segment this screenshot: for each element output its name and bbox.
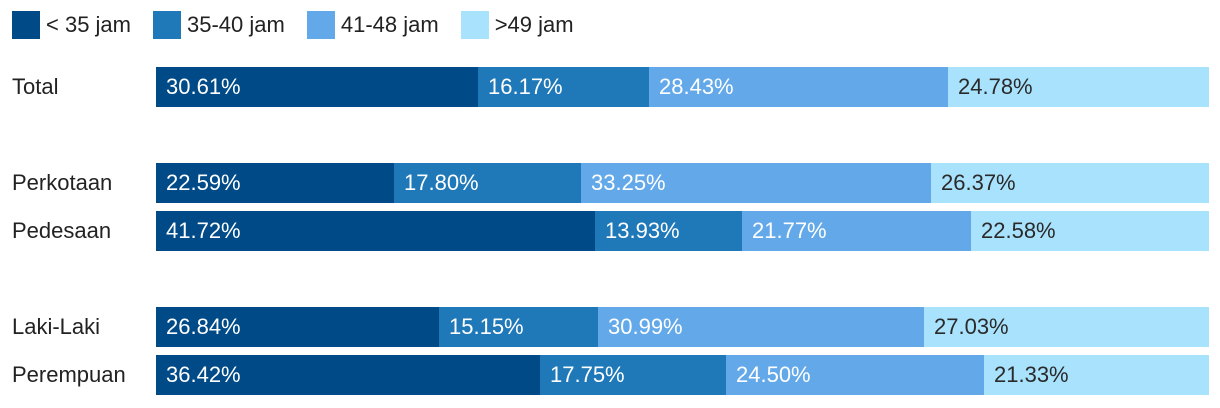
data-label-perempuan-4: 21.33% [994, 362, 1069, 387]
data-label-pedesaan-1: 41.72% [166, 218, 241, 243]
bar-segment-laki-laki-3: 30.99% [598, 307, 924, 347]
legend-item-3: 41-48 jam [306, 11, 439, 39]
data-label-perempuan-3: 24.50% [736, 362, 811, 387]
legend-item-1: < 35 jam [12, 11, 131, 39]
bar-segment-perempuan-4: 21.33% [984, 355, 1209, 395]
legend-label-2: 35-40 jam [187, 12, 285, 37]
bar-segment-laki-laki-4: 27.03% [924, 307, 1209, 347]
bar-segment-laki-laki-2: 15.15% [439, 307, 598, 347]
bar-segment-perkotaan-4: 26.37% [931, 163, 1209, 203]
bar-segment-perkotaan-2: 17.80% [394, 163, 581, 203]
bar-segment-total-4: 24.78% [948, 67, 1209, 107]
row-label-perkotaan: Perkotaan [12, 170, 113, 195]
data-label-perkotaan-3: 33.25% [591, 170, 666, 195]
data-label-perkotaan-1: 22.59% [166, 170, 241, 195]
data-label-total-3: 28.43% [659, 74, 734, 99]
bar-segment-total-2: 16.17% [478, 67, 649, 107]
bar-segment-perkotaan-1: 22.59% [156, 163, 394, 203]
bar-segment-laki-laki-1: 26.84% [156, 307, 439, 347]
data-label-pedesaan-4: 22.58% [981, 218, 1056, 243]
data-label-total-1: 30.61% [166, 74, 241, 99]
legend-swatch-3 [306, 11, 335, 39]
data-label-total-4: 24.78% [958, 74, 1033, 99]
data-label-laki-laki-3: 30.99% [608, 314, 683, 339]
data-label-total-2: 16.17% [488, 74, 563, 99]
bar-segment-pedesaan-1: 41.72% [156, 211, 595, 251]
data-label-perkotaan-4: 26.37% [941, 170, 1016, 195]
legend-label-3: 41-48 jam [340, 12, 439, 37]
row-label-total: Total [12, 74, 59, 99]
bar-segment-total-3: 28.43% [649, 67, 948, 107]
legend-swatch-1 [12, 11, 40, 39]
bar-segment-pedesaan-2: 13.93% [595, 211, 742, 251]
legend-swatch-4 [460, 11, 489, 39]
bar-segment-perempuan-2: 17.75% [540, 355, 726, 395]
bar-row-pedesaan: 41.72% 13.93% 21.77% 22.58% [156, 211, 1209, 251]
data-label-pedesaan-2: 13.93% [605, 218, 680, 243]
data-label-pedesaan-3: 21.77% [752, 218, 827, 243]
data-label-laki-laki-2: 15.15% [449, 314, 524, 339]
row-label-perempuan: Perempuan [12, 362, 126, 387]
legend-item-4: >49 jam [460, 11, 574, 39]
bar-row-laki-laki: 26.84% 15.15% 30.99% 27.03% [156, 307, 1209, 347]
bar-segment-perempuan-1: 36.42% [156, 355, 540, 395]
bar-row-total: 30.61% 16.17% 28.43% 24.78% [156, 67, 1209, 107]
legend-item-2: 35-40 jam [153, 11, 285, 39]
data-label-perempuan-2: 17.75% [550, 362, 625, 387]
legend-label-4: >49 jam [494, 12, 574, 37]
bar-segment-total-1: 30.61% [156, 67, 478, 107]
legend: < 35 jam 35-40 jam 41-48 jam >49 jam [12, 10, 596, 40]
row-label-laki-laki: Laki-Laki [12, 314, 101, 339]
bar-segment-pedesaan-4: 22.58% [971, 211, 1209, 251]
data-label-laki-laki-4: 27.03% [934, 314, 1009, 339]
bar-row-perkotaan: 22.59% 17.80% 33.25% 26.37% [156, 163, 1209, 203]
row-label-pedesaan: Pedesaan [12, 218, 112, 243]
bar-row-perempuan: 36.42% 17.75% 24.50% 21.33% [156, 355, 1209, 395]
bar-segment-pedesaan-3: 21.77% [742, 211, 971, 251]
data-label-perkotaan-2: 17.80% [404, 170, 479, 195]
legend-label-1: < 35 jam [46, 12, 131, 37]
legend-swatch-2 [153, 11, 181, 39]
data-label-laki-laki-1: 26.84% [166, 314, 241, 339]
data-label-perempuan-1: 36.42% [166, 362, 241, 387]
bar-segment-perempuan-3: 24.50% [726, 355, 984, 395]
bar-segment-perkotaan-3: 33.25% [581, 163, 931, 203]
